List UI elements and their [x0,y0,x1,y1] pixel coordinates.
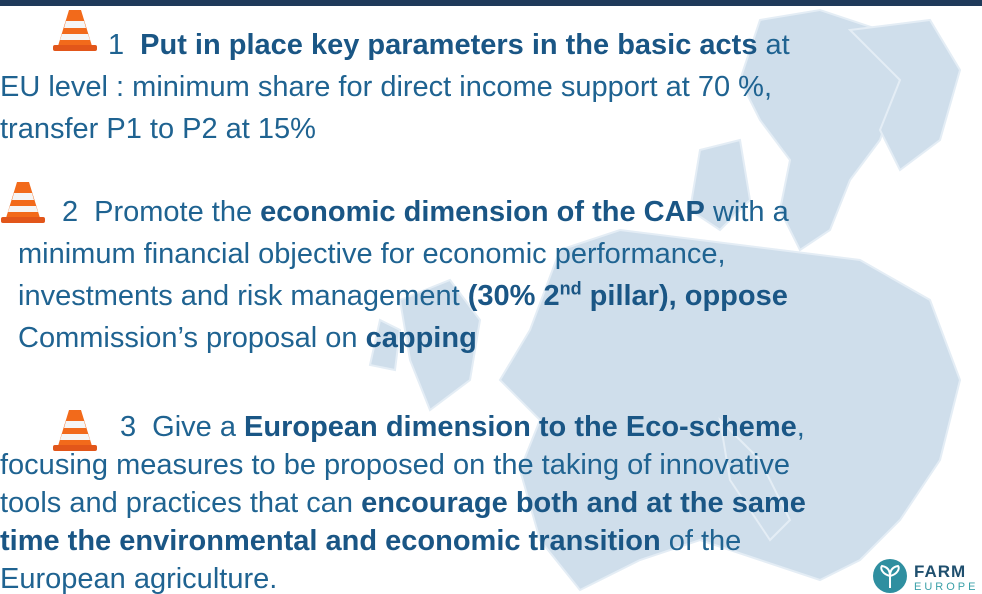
logo-icon [873,559,907,593]
logo: FARM EUROPE [870,556,982,594]
text-line: minimum financial objective for economic… [18,237,726,271]
text-segment: European dimension to the Eco-scheme [244,411,797,443]
bold-text: Put in place key parameters in the basic… [140,29,757,61]
bold-text: economic dimension of the CAP [260,196,705,228]
text-segment: with a [704,196,789,228]
text-segment: encourage both and at the same [361,487,806,519]
text-segment: time the environmental and economic tran… [0,525,661,557]
text-segment: nd [559,278,582,299]
text-segment: Promote the [94,196,261,228]
text-line: 1 Put in place key parameters in the basi… [108,28,790,62]
text-segment: focusing measures to be proposed on the … [0,449,790,481]
text-segment: European agriculture. [0,563,278,594]
bold-text: capping [366,322,477,354]
item-number: 2 [62,196,79,228]
warning-cone [52,8,98,52]
text-segment: capping [365,322,477,354]
item-number: 3 [120,411,137,443]
text-segment: pillar), oppose [581,280,788,312]
text-line: transfer P1 to P2 at 15% [0,112,316,146]
text-line: focusing measures to be proposed on the … [0,448,790,482]
text-segment: , [796,411,805,443]
bold-text: time the environmental and economic tran… [0,525,661,557]
warning-cone [52,408,98,452]
logo-subtext: EUROPE [914,581,979,593]
text-segment: transfer P1 to P2 at 15% [0,113,316,145]
bold-text: (30% 2 [468,280,560,312]
text-segment: Give a [152,411,245,443]
bold-text: nd [559,278,582,312]
text-segment: Put in place key parameters in the basic… [140,29,758,61]
bold-text: European dimension to the Eco-scheme [244,411,797,443]
text-segment: Commission’s proposal on [18,322,366,354]
text-line: tools and practices that can encourage b… [0,486,806,520]
text-line: 2 Promote the economic dimension of the C… [62,195,789,229]
item-number: 1 [108,29,125,61]
text-line: investments and risk management (30% 2nd… [18,279,788,313]
text-segment: (30% 2 [467,280,560,312]
logo-text: FARM [914,562,967,581]
text-segment: economic dimension of the CAP [260,196,705,228]
text-line: European agriculture. [0,562,277,594]
text-segment: at [757,29,790,61]
bold-text: pillar), oppose [582,280,788,312]
text-segment: minimum financial objective for economic… [18,238,726,270]
text-line: Commission’s proposal on capping [18,321,477,355]
text-segment: tools and practices that can [0,487,362,519]
text-segment: investments and risk management [18,280,468,312]
text-segment: EU level : minimum share for direct inco… [0,71,773,103]
text-segment: of the [660,525,742,557]
bold-text: encourage both and at the same [361,487,806,519]
text-line: EU level : minimum share for direct inco… [0,70,772,104]
top-bar [0,0,982,6]
text-line: time the environmental and economic tran… [0,524,741,558]
text-line: 3 Give a European dimension to the Eco-sc… [120,410,805,444]
warning-cone [0,180,46,224]
